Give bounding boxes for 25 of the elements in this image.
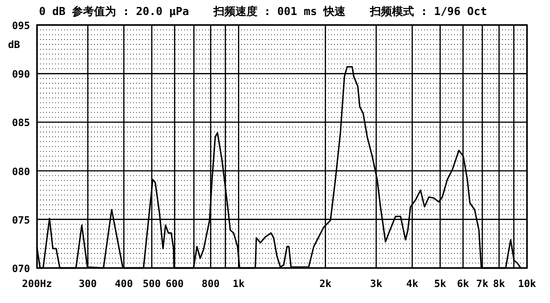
x-tick-label: 8k <box>493 279 506 290</box>
x-tick-label: 1k <box>232 279 245 290</box>
y-tick-label: 075 <box>12 215 30 226</box>
text: 扫频速度 : 001 ms 快速 <box>212 5 347 18</box>
x-tick-label: 200Hz <box>22 279 52 290</box>
y-tick-label: 095 <box>12 21 30 32</box>
chart-title: 0 dB 参考值为 : 20.0 μPa <box>39 5 189 18</box>
x-tick-label: 4k <box>406 279 418 290</box>
x-tick-label: 800 <box>202 279 220 290</box>
x-tick-label: 3k <box>370 279 382 290</box>
x-tick-label: 500 <box>142 279 161 290</box>
x-tick-label: 2k <box>319 279 332 290</box>
y-tick-label: 090 <box>12 70 30 81</box>
x-tick-label: 7k <box>476 279 488 290</box>
y-tick-label: 085 <box>12 118 30 130</box>
text: 扫频模式 : 1/96 Oct <box>369 5 487 18</box>
y-axis-title: dB <box>8 40 20 51</box>
x-tick-label: 10k <box>518 279 536 290</box>
y-tick-label: 080 <box>12 166 30 178</box>
x-tick-label: 300 <box>78 279 97 290</box>
y-tick-label: 070 <box>12 264 30 275</box>
x-tick-label: 400 <box>114 279 133 290</box>
x-tick-label: 5k <box>434 279 446 290</box>
x-tick-label: 6k <box>456 279 470 290</box>
x-tick-label: 600 <box>166 279 184 290</box>
